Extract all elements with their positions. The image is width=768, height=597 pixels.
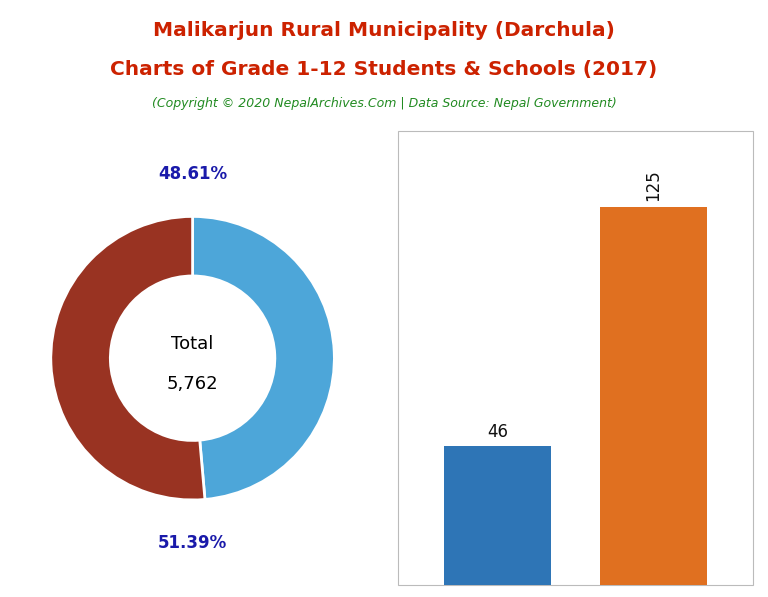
Bar <box>444 446 551 585</box>
Text: Malikarjun Rural Municipality (Darchula): Malikarjun Rural Municipality (Darchula) <box>153 21 615 40</box>
Text: Charts of Grade 1-12 Students & Schools (2017): Charts of Grade 1-12 Students & Schools … <box>111 60 657 79</box>
Wedge shape <box>51 217 205 500</box>
Text: 48.61%: 48.61% <box>158 165 227 183</box>
Wedge shape <box>193 217 334 500</box>
Text: 5,762: 5,762 <box>167 375 218 393</box>
Text: Total: Total <box>171 335 214 353</box>
Text: (Copyright © 2020 NepalArchives.Com | Data Source: Nepal Government): (Copyright © 2020 NepalArchives.Com | Da… <box>151 97 617 110</box>
Text: 51.39%: 51.39% <box>158 534 227 552</box>
Text: 46: 46 <box>487 423 508 441</box>
Bar <box>601 207 707 585</box>
Text: 125: 125 <box>644 169 662 201</box>
